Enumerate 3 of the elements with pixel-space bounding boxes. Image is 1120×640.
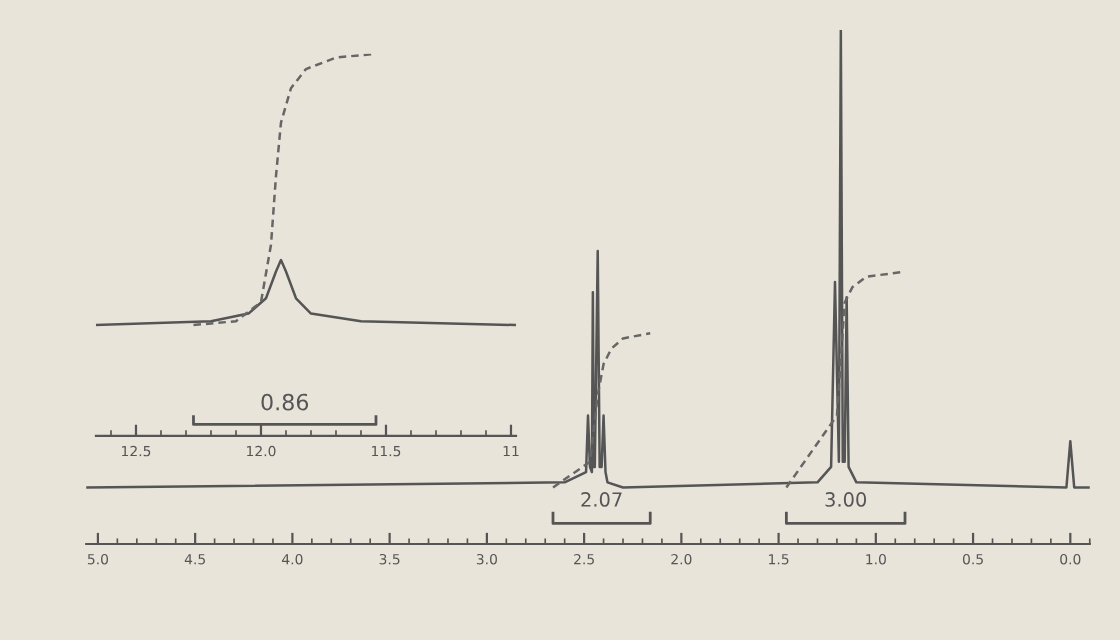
annotation: 3.00 xyxy=(825,492,867,507)
annotation: 0.86 xyxy=(261,393,309,411)
annotation: 2.07 xyxy=(581,492,622,507)
